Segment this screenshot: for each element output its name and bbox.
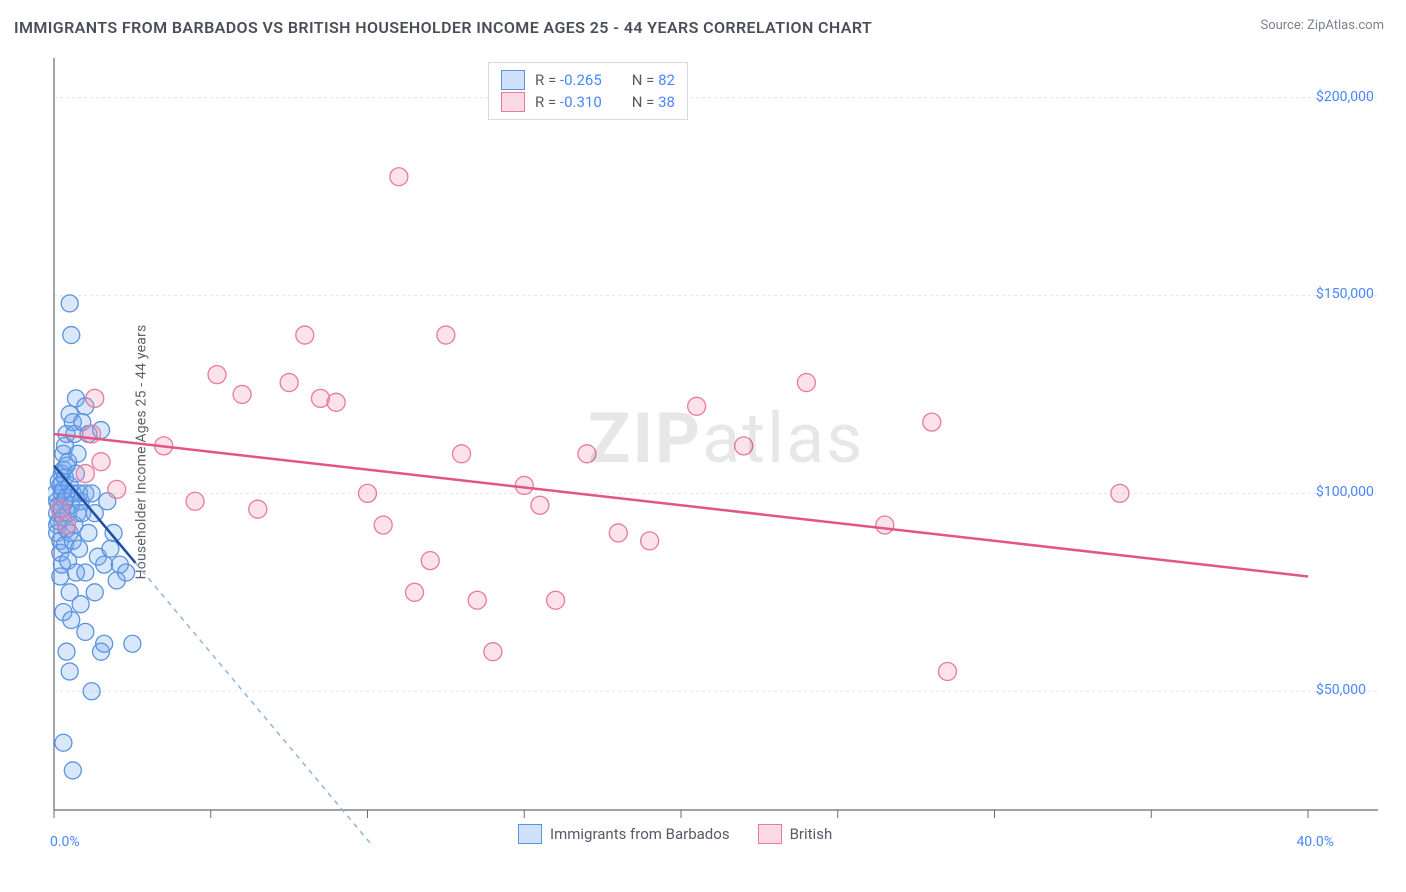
marker-british bbox=[735, 437, 753, 455]
y-tick-label: $100,000 bbox=[1316, 484, 1374, 500]
marker-barbados bbox=[102, 540, 119, 557]
marker-british bbox=[233, 385, 251, 403]
legend-series-item: Immigrants from Barbados bbox=[518, 824, 730, 844]
marker-british bbox=[406, 583, 424, 601]
legend-r-label: R = -0.310 bbox=[535, 93, 602, 111]
marker-british bbox=[86, 389, 104, 407]
legend-series-item: British bbox=[758, 824, 833, 844]
marker-british bbox=[280, 374, 298, 392]
marker-barbados bbox=[63, 612, 80, 629]
legend-n-value: 38 bbox=[658, 93, 675, 111]
marker-british bbox=[923, 413, 941, 431]
marker-british bbox=[531, 496, 549, 514]
marker-british bbox=[578, 445, 596, 463]
marker-barbados bbox=[118, 564, 135, 581]
marker-barbados bbox=[61, 295, 78, 312]
marker-barbados bbox=[77, 623, 94, 640]
legend-r-value: -0.310 bbox=[560, 93, 602, 111]
marker-barbados bbox=[80, 524, 97, 541]
y-tick-label: $200,000 bbox=[1316, 89, 1374, 105]
marker-british bbox=[76, 465, 94, 483]
legend-n-label: N = 38 bbox=[632, 93, 675, 111]
marker-british bbox=[876, 516, 894, 534]
marker-barbados bbox=[86, 584, 103, 601]
marker-british bbox=[208, 366, 226, 384]
marker-british bbox=[515, 476, 533, 494]
marker-british bbox=[437, 326, 455, 344]
legend-row: R = -0.310 N = 38 bbox=[501, 91, 675, 113]
chart-title: IMMIGRANTS FROM BARBADOS VS BRITISH HOUS… bbox=[14, 18, 872, 37]
marker-british bbox=[641, 532, 659, 550]
marker-barbados bbox=[58, 643, 75, 660]
marker-barbados bbox=[64, 762, 81, 779]
chart-source: Source: ZipAtlas.com bbox=[1260, 18, 1384, 33]
x-axis-min-label: 0.0% bbox=[50, 834, 80, 850]
marker-british bbox=[1111, 484, 1129, 502]
marker-barbados bbox=[105, 524, 122, 541]
legend-n-value: 82 bbox=[658, 71, 675, 89]
marker-barbados bbox=[61, 663, 78, 680]
legend-stats: R = -0.265 N = 82 R = -0.310 N = 38 bbox=[488, 62, 688, 120]
legend-series: Immigrants from Barbados British bbox=[518, 824, 832, 844]
marker-barbados bbox=[96, 556, 113, 573]
marker-british bbox=[311, 389, 329, 407]
marker-british bbox=[359, 484, 377, 502]
trendline-barbados-extrap bbox=[136, 563, 399, 846]
marker-british bbox=[938, 662, 956, 680]
source-name: ZipAtlas.com bbox=[1307, 18, 1384, 33]
marker-barbados bbox=[71, 540, 88, 557]
legend-series-label: British bbox=[790, 825, 833, 843]
legend-r-label: R = -0.265 bbox=[535, 71, 602, 89]
source-prefix: Source: bbox=[1260, 18, 1307, 33]
trendline-british bbox=[54, 434, 1308, 576]
marker-barbados bbox=[63, 327, 80, 344]
legend-r-value: -0.265 bbox=[560, 71, 602, 89]
scatter-plot-svg bbox=[48, 58, 1396, 846]
marker-barbados bbox=[124, 635, 141, 652]
legend-series-label: Immigrants from Barbados bbox=[550, 825, 730, 843]
legend-n-label: N = 82 bbox=[632, 71, 675, 89]
marker-british bbox=[58, 516, 76, 534]
marker-british bbox=[296, 326, 314, 344]
marker-barbados bbox=[69, 445, 86, 462]
marker-british bbox=[688, 397, 706, 415]
marker-british bbox=[327, 393, 345, 411]
marker-british bbox=[547, 591, 565, 609]
marker-british bbox=[468, 591, 486, 609]
chart-header: IMMIGRANTS FROM BARBADOS VS BRITISH HOUS… bbox=[14, 18, 1392, 48]
marker-british bbox=[108, 480, 126, 498]
marker-british bbox=[83, 425, 101, 443]
marker-british bbox=[186, 492, 204, 510]
legend-swatch bbox=[501, 92, 525, 112]
marker-british bbox=[453, 445, 471, 463]
marker-barbados bbox=[83, 485, 100, 502]
marker-barbados bbox=[96, 635, 113, 652]
marker-british bbox=[249, 500, 267, 518]
marker-british bbox=[421, 552, 439, 570]
marker-barbados bbox=[77, 564, 94, 581]
marker-british bbox=[374, 516, 392, 534]
marker-british bbox=[609, 524, 627, 542]
marker-british bbox=[92, 453, 110, 471]
y-tick-label: $50,000 bbox=[1316, 682, 1366, 698]
legend-row: R = -0.265 N = 82 bbox=[501, 69, 675, 91]
legend-swatch bbox=[518, 824, 542, 844]
marker-barbados bbox=[72, 596, 89, 613]
y-tick-label: $150,000 bbox=[1316, 286, 1374, 302]
marker-british bbox=[390, 168, 408, 186]
marker-barbados bbox=[83, 683, 100, 700]
plot-container: Householder Income Ages 25 - 44 years ZI… bbox=[48, 58, 1396, 846]
marker-british bbox=[797, 374, 815, 392]
legend-swatch bbox=[501, 70, 525, 90]
legend-swatch bbox=[758, 824, 782, 844]
marker-barbados bbox=[55, 734, 72, 751]
marker-british bbox=[484, 643, 502, 661]
x-axis-max-label: 40.0% bbox=[1296, 834, 1334, 850]
